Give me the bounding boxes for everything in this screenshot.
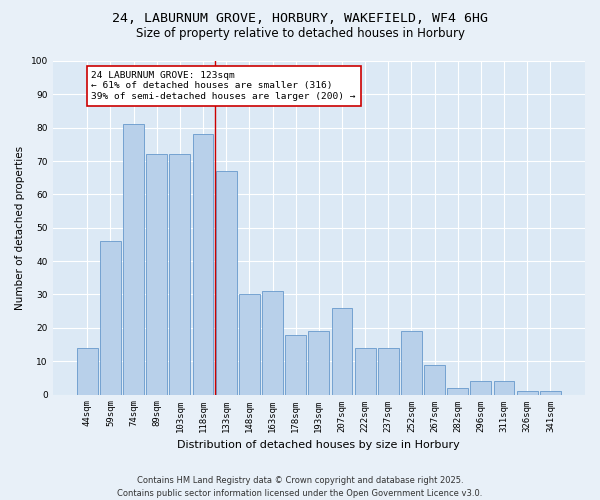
Text: Size of property relative to detached houses in Horbury: Size of property relative to detached ho… bbox=[136, 28, 464, 40]
Bar bbox=[470, 381, 491, 394]
Bar bbox=[123, 124, 144, 394]
Bar bbox=[262, 291, 283, 395]
Bar bbox=[77, 348, 98, 395]
Bar bbox=[239, 294, 260, 394]
Text: 24, LABURNUM GROVE, HORBURY, WAKEFIELD, WF4 6HG: 24, LABURNUM GROVE, HORBURY, WAKEFIELD, … bbox=[112, 12, 488, 26]
Bar bbox=[285, 334, 306, 394]
Bar bbox=[401, 331, 422, 394]
Bar bbox=[355, 348, 376, 395]
Bar bbox=[540, 391, 561, 394]
Bar bbox=[332, 308, 352, 394]
Text: Contains HM Land Registry data © Crown copyright and database right 2025.
Contai: Contains HM Land Registry data © Crown c… bbox=[118, 476, 482, 498]
Bar bbox=[100, 241, 121, 394]
X-axis label: Distribution of detached houses by size in Horbury: Distribution of detached houses by size … bbox=[178, 440, 460, 450]
Bar bbox=[494, 381, 514, 394]
Bar bbox=[193, 134, 214, 394]
Bar bbox=[517, 391, 538, 394]
Bar bbox=[146, 154, 167, 394]
Y-axis label: Number of detached properties: Number of detached properties bbox=[15, 146, 25, 310]
Bar bbox=[169, 154, 190, 394]
Bar bbox=[448, 388, 468, 394]
Bar bbox=[378, 348, 399, 395]
Bar bbox=[216, 171, 236, 394]
Bar bbox=[308, 331, 329, 394]
Text: 24 LABURNUM GROVE: 123sqm
← 61% of detached houses are smaller (316)
39% of semi: 24 LABURNUM GROVE: 123sqm ← 61% of detac… bbox=[91, 71, 356, 101]
Bar bbox=[424, 364, 445, 394]
